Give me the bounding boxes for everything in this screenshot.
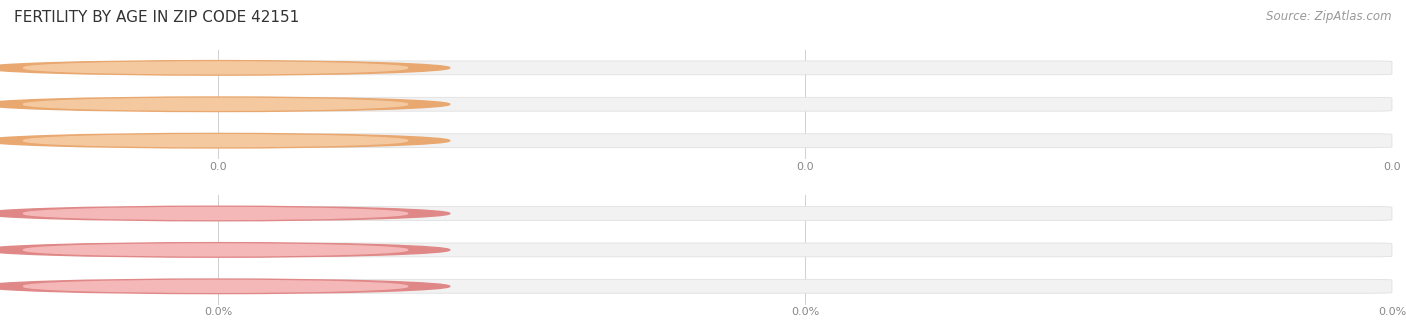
Text: 0.0%: 0.0% — [229, 245, 259, 255]
Text: 0.0%: 0.0% — [229, 209, 259, 218]
Text: 0.0%: 0.0% — [229, 281, 259, 291]
Text: 0.0: 0.0 — [235, 99, 253, 109]
Text: 0.0: 0.0 — [235, 63, 253, 73]
Circle shape — [24, 244, 408, 256]
Text: 0.0: 0.0 — [235, 136, 253, 146]
FancyBboxPatch shape — [218, 207, 271, 220]
Text: FERTILITY BY AGE IN ZIP CODE 42151: FERTILITY BY AGE IN ZIP CODE 42151 — [14, 10, 299, 25]
Circle shape — [24, 62, 408, 74]
FancyBboxPatch shape — [218, 207, 1392, 220]
FancyBboxPatch shape — [218, 243, 271, 257]
Text: 35 to 50 years: 35 to 50 years — [121, 280, 207, 293]
Circle shape — [24, 280, 408, 292]
Circle shape — [24, 98, 408, 110]
FancyBboxPatch shape — [218, 134, 1392, 148]
Text: 20 to 34 years: 20 to 34 years — [121, 98, 207, 111]
Circle shape — [24, 135, 408, 147]
FancyBboxPatch shape — [218, 279, 271, 293]
Circle shape — [0, 61, 450, 75]
FancyBboxPatch shape — [218, 279, 1392, 293]
Circle shape — [0, 206, 450, 221]
Text: 20 to 34 years: 20 to 34 years — [121, 243, 207, 257]
FancyBboxPatch shape — [218, 134, 271, 148]
Text: 15 to 19 years: 15 to 19 years — [121, 61, 207, 74]
Text: 15 to 19 years: 15 to 19 years — [121, 207, 207, 220]
FancyBboxPatch shape — [218, 61, 271, 75]
Circle shape — [0, 243, 450, 257]
Text: 35 to 50 years: 35 to 50 years — [121, 134, 207, 147]
FancyBboxPatch shape — [218, 97, 1392, 111]
Circle shape — [24, 208, 408, 219]
Circle shape — [0, 97, 450, 112]
FancyBboxPatch shape — [218, 61, 1392, 75]
Text: Source: ZipAtlas.com: Source: ZipAtlas.com — [1267, 10, 1392, 23]
FancyBboxPatch shape — [218, 97, 271, 111]
Circle shape — [0, 133, 450, 148]
Circle shape — [0, 279, 450, 294]
FancyBboxPatch shape — [218, 243, 1392, 257]
